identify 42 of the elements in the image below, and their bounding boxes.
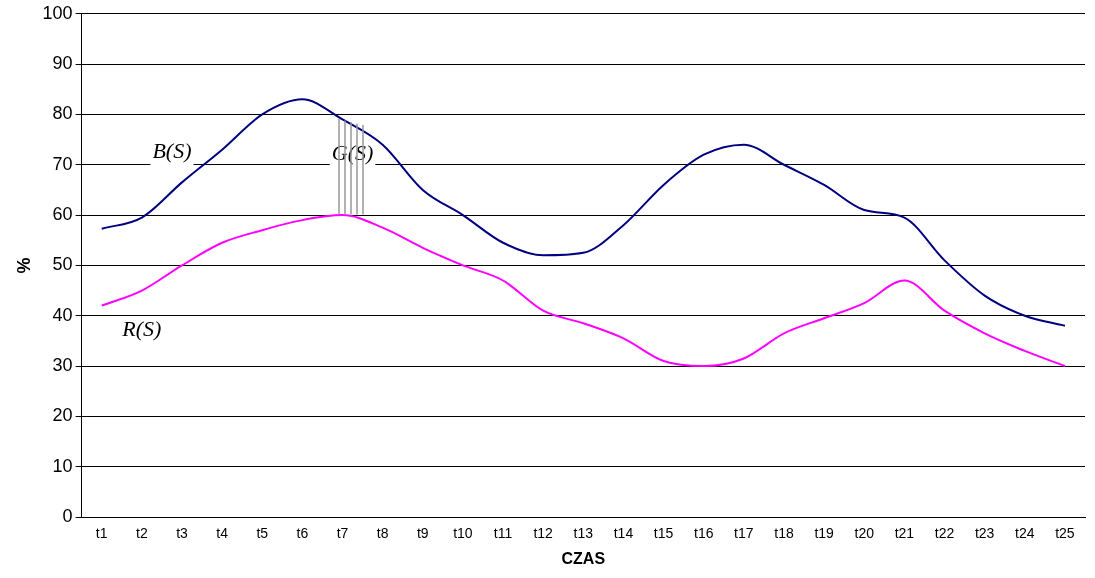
x-tick-label: t6 [296,525,309,542]
x-tick-label: t25 [1055,525,1075,542]
x-tick-label: t20 [854,525,875,542]
x-tick-label: t11 [493,525,513,542]
y-tick-label: 70 [52,153,73,174]
x-tick-label: t5 [256,525,269,542]
series-label: R(S) [121,316,162,342]
y-tick-label: 50 [52,254,73,275]
y-tick-label: 60 [52,204,73,225]
y-tick-label: 10 [52,455,73,476]
y-tick-label: 80 [52,103,73,124]
y-tick-label: 40 [52,304,73,325]
y-tick-label: 0 [62,505,73,526]
x-tick-label: t14 [613,525,634,542]
annotation: G(S) [331,140,374,166]
x-tick-label: t2 [135,525,148,542]
x-tick-label: t22 [934,525,955,542]
y-tick-label: 100 [42,2,73,23]
y-tick-label: 90 [52,53,73,74]
x-tick-label: t12 [533,525,554,542]
x-tick-label: t23 [974,525,995,542]
x-tick-label: t21 [894,525,915,542]
x-tick-label: t7 [336,525,349,542]
x-tick-label: t1 [95,525,108,542]
x-tick-label: t15 [653,525,674,542]
y-tick-label: 20 [52,405,73,426]
series-label: B(S) [152,138,192,164]
x-tick-label: t18 [774,525,794,542]
x-tick-label: t13 [573,525,594,542]
x-tick-label: t8 [376,525,389,542]
x-axis-title: CZAS [561,549,606,567]
y-tick-label: 30 [52,355,73,376]
y-axis-title: % [13,257,34,274]
x-tick-label: t4 [216,525,229,542]
x-tick-label: t3 [176,525,189,542]
x-tick-label: t16 [693,525,714,542]
x-tick-label: t19 [814,525,835,542]
x-tick-label: t10 [453,525,473,542]
x-tick-label: t17 [734,525,754,542]
line-series [100,214,1066,368]
x-tick-label: t24 [1015,525,1035,542]
x-tick-label: t9 [416,525,429,542]
